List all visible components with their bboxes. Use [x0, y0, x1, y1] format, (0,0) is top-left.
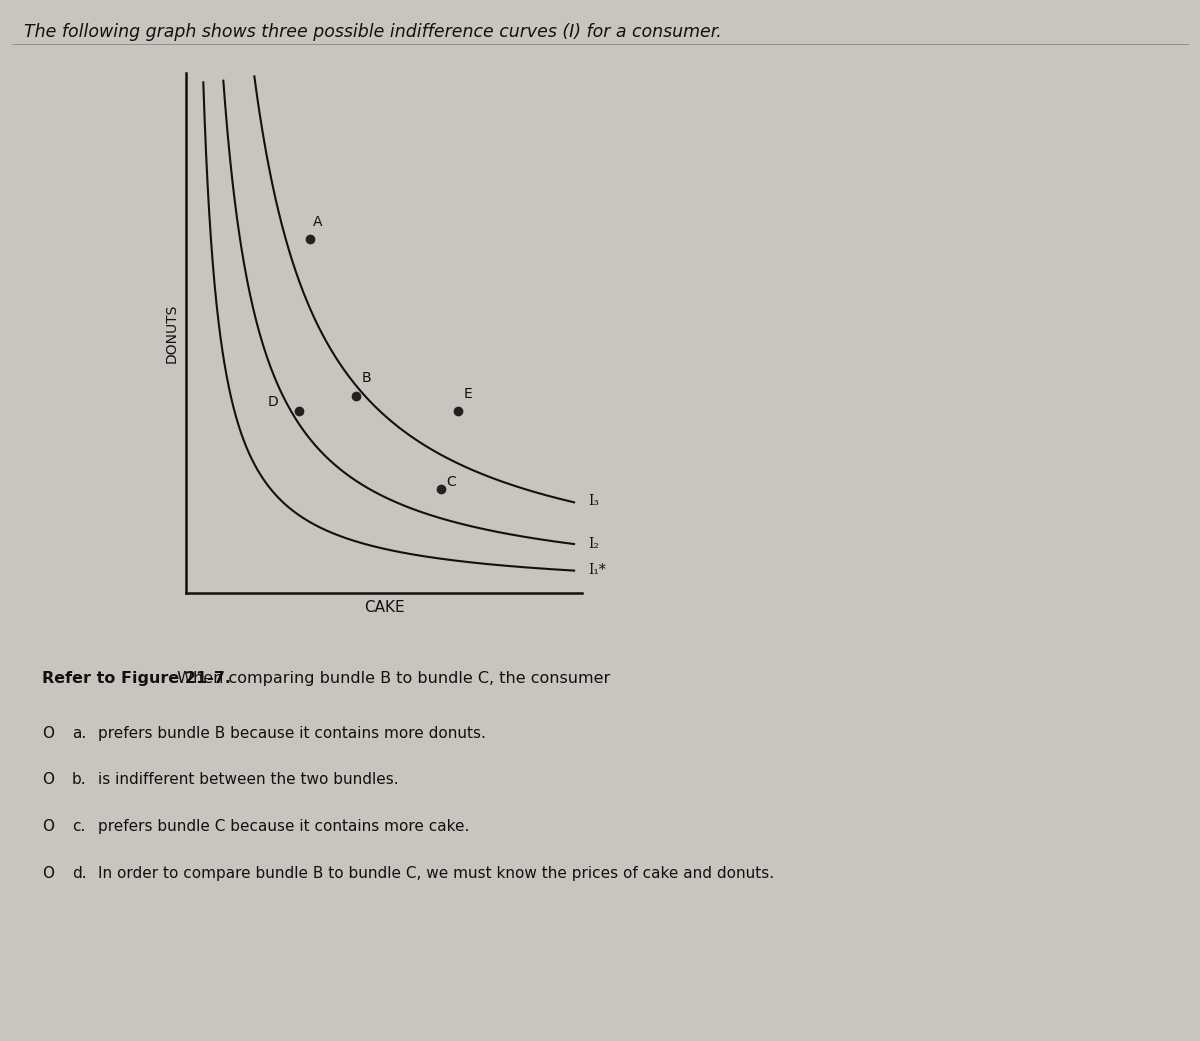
Text: b.: b.: [72, 772, 86, 787]
Text: C: C: [446, 476, 456, 489]
Text: In order to compare bundle B to bundle C, we must know the prices of cake and do: In order to compare bundle B to bundle C…: [98, 866, 774, 881]
Y-axis label: DONUTS: DONUTS: [166, 303, 179, 363]
Text: d.: d.: [72, 866, 86, 881]
Text: The following graph shows three possible indifference curves (I) for a consumer.: The following graph shows three possible…: [24, 23, 721, 41]
Text: prefers bundle C because it contains more cake.: prefers bundle C because it contains mor…: [98, 819, 469, 834]
Text: I₂: I₂: [588, 536, 599, 551]
Text: I₃: I₃: [588, 494, 599, 508]
Text: is indifferent between the two bundles.: is indifferent between the two bundles.: [98, 772, 400, 787]
Text: Refer to Figure 21-7.: Refer to Figure 21-7.: [42, 671, 230, 686]
Text: D: D: [268, 395, 278, 409]
Text: When comparing bundle B to bundle C, the consumer: When comparing bundle B to bundle C, the…: [172, 671, 610, 686]
X-axis label: CAKE: CAKE: [364, 601, 404, 615]
Text: c.: c.: [72, 819, 85, 834]
Text: O: O: [42, 819, 54, 834]
Text: E: E: [463, 387, 472, 401]
Text: O: O: [42, 866, 54, 881]
Text: O: O: [42, 772, 54, 787]
Text: A: A: [313, 215, 323, 229]
Text: a.: a.: [72, 726, 86, 740]
Text: B: B: [361, 372, 371, 385]
Text: I₁*: I₁*: [588, 563, 606, 578]
Text: prefers bundle B because it contains more donuts.: prefers bundle B because it contains mor…: [98, 726, 486, 740]
Text: O: O: [42, 726, 54, 740]
